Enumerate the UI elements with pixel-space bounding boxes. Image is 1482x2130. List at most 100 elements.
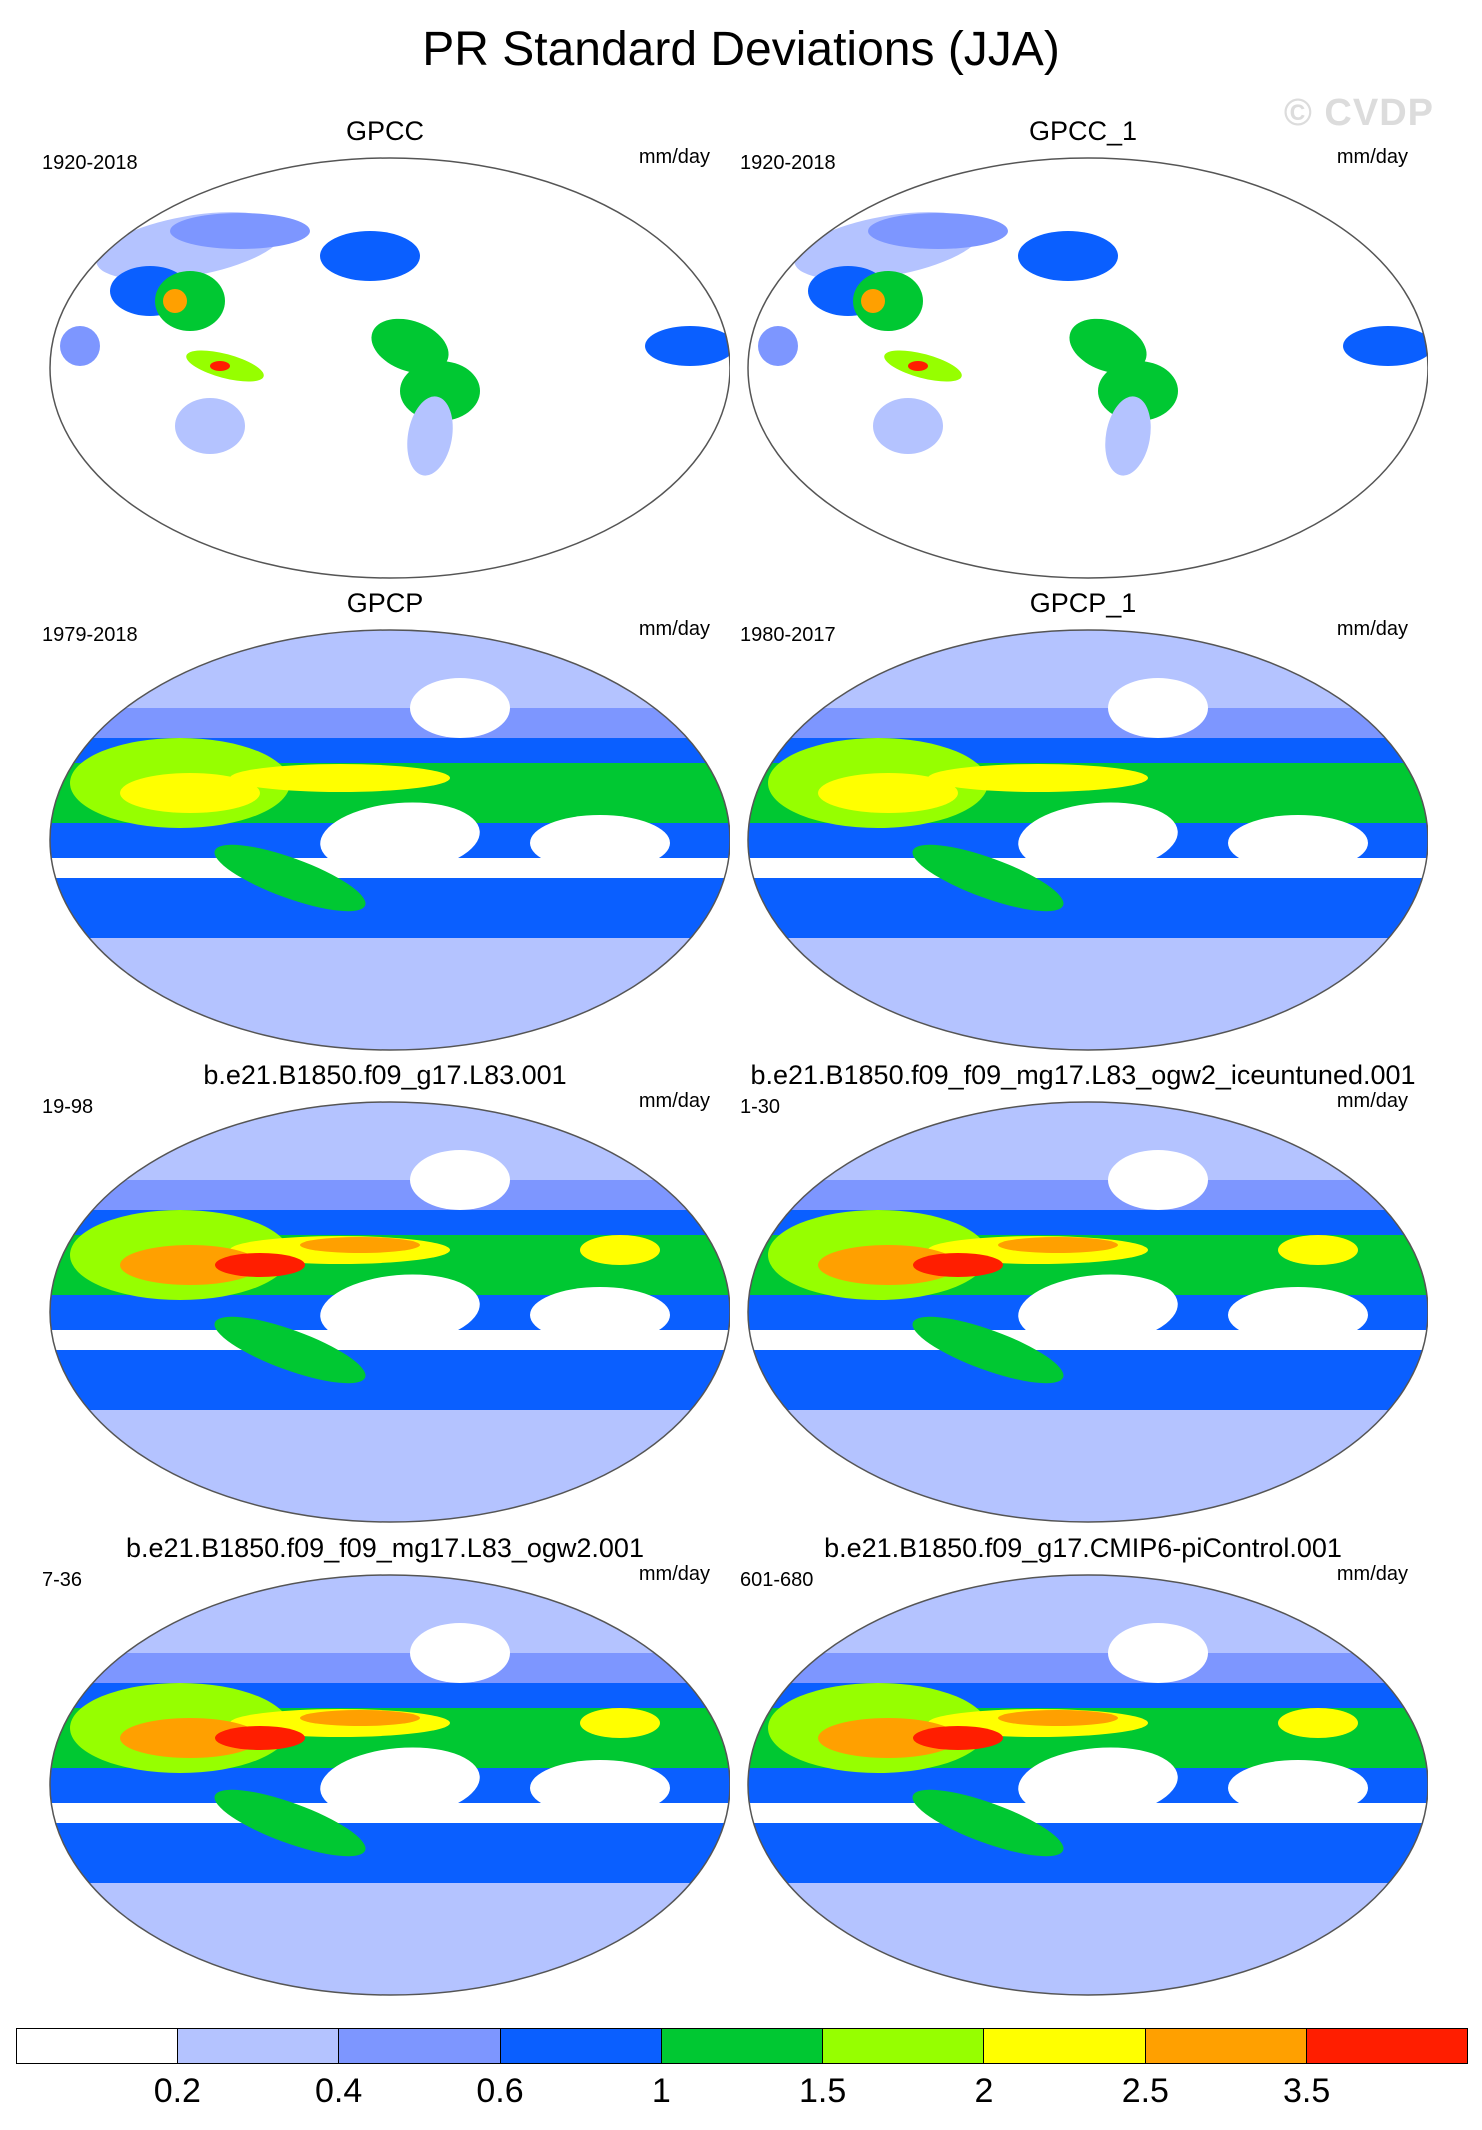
southern-storm-band	[50, 878, 730, 938]
southern-ocean-band	[748, 1883, 1428, 1995]
figure-title: PR Standard Deviations (JJA)	[422, 23, 1060, 76]
map-panel: b.e21.B1850.f09_f09_mg17.L83_ogw2.001 7-3…	[40, 1533, 730, 1998]
panel-units: mm/day	[638, 1090, 710, 1112]
panel-units: mm/day	[638, 618, 710, 640]
southern-storm-band	[50, 1350, 730, 1410]
western-pacific-max	[913, 1253, 1003, 1277]
colorbar-segment	[661, 2029, 824, 2063]
siberia-precip	[170, 213, 310, 249]
colorbar-segment	[1306, 2029, 1467, 2063]
map-panel: GPCP_1 1980-2017 mm/day	[738, 588, 1428, 1053]
map-outline	[747, 629, 1428, 1051]
siberia-precip	[868, 213, 1008, 249]
indonesia-core	[210, 361, 230, 371]
central-pacific-max	[998, 1710, 1118, 1726]
indonesia-core	[908, 361, 928, 371]
map-outline	[49, 1574, 730, 1996]
panel-units: mm/day	[1336, 1563, 1408, 1585]
se-asia-precip	[853, 271, 923, 331]
southeast-pacific-dry-zone	[1018, 1274, 1178, 1346]
asia-monsoon-core	[861, 289, 885, 313]
panel-units: mm/day	[638, 146, 710, 168]
south-atlantic-dry-zone	[530, 1287, 670, 1343]
spcz-band	[912, 1789, 1064, 1857]
south-atlantic-dry-zone	[1228, 1760, 1368, 1816]
maritime-continent-max	[120, 1245, 260, 1285]
panel-period: 1920-2018	[740, 152, 836, 174]
map-panel: b.e21.B1850.f09_g17.CMIP6-piControl.001 6…	[738, 1533, 1428, 1998]
atlantic-itcz	[1278, 1235, 1358, 1265]
map-panel: b.e21.B1850.f09_g17.L83.001 19-98 mm/day	[40, 1060, 730, 1525]
world-map	[747, 1101, 1428, 1523]
map-panel: b.e21.B1850.f09_f09_mg17.L83_ogw2_iceunt…	[738, 1060, 1428, 1525]
spcz-band	[912, 844, 1064, 912]
southern-storm-band	[748, 1823, 1428, 1883]
pacific-itcz	[928, 764, 1148, 792]
colorbar-segment	[823, 2029, 985, 2063]
southern-ocean-band	[50, 1410, 730, 1522]
map-outline	[747, 157, 1428, 579]
maritime-continent-max	[120, 773, 260, 813]
world-map	[49, 1101, 730, 1523]
western-pacific-max	[215, 1253, 305, 1277]
southeast-pacific-dry-zone	[320, 1274, 480, 1346]
spcz-band	[214, 844, 366, 912]
south-america-precip	[1105, 396, 1151, 476]
panel-period: 601-680	[740, 1569, 814, 1591]
central-pacific-max	[300, 1710, 420, 1726]
map-outline	[747, 1574, 1428, 1996]
spcz-band	[214, 1316, 366, 1384]
colorbar-segment	[178, 2029, 340, 2063]
colorbar-labels: 0.2 0.4 0.6 1 1.5 2 2.5 3.5	[16, 2072, 1468, 2122]
south-america-precip	[407, 396, 453, 476]
panel-units: mm/day	[638, 1563, 710, 1585]
spcz-band	[912, 1316, 1064, 1384]
pacific-itcz	[230, 764, 450, 792]
panel-period: 19-98	[42, 1096, 94, 1118]
western-pacific-max	[913, 1726, 1003, 1750]
southeast-pacific-dry-zone	[320, 802, 480, 874]
colorbar-label: 2	[974, 2072, 994, 2110]
north-america-dry-zone	[410, 678, 510, 738]
africa-precip	[645, 326, 730, 366]
southeast-pacific-dry-zone	[1018, 1747, 1178, 1819]
colorbar-segment	[1145, 2029, 1307, 2063]
panel-period: 1920-2018	[42, 152, 138, 174]
panel-title: b.e21.B1850.f09_g17.L83.001	[203, 1060, 567, 1090]
central-pacific-max	[998, 1237, 1118, 1253]
north-america-dry-zone	[1108, 1150, 1208, 1210]
australia-precip	[175, 398, 245, 454]
colorbar-label: 0.2	[153, 2072, 201, 2110]
panel-title: GPCP_1	[1029, 588, 1137, 618]
atlantic-itcz	[1278, 1708, 1358, 1738]
north-america-dry-zone	[410, 1623, 510, 1683]
panel-title: b.e21.B1850.f09_f09_mg17.L83_ogw2_iceunt…	[750, 1060, 1416, 1090]
australia-precip	[873, 398, 943, 454]
west-africa-precip	[60, 326, 100, 366]
map-outline	[49, 629, 730, 1051]
world-map	[49, 1574, 730, 1996]
colorbar-label: 2.5	[1121, 2072, 1169, 2110]
south-atlantic-dry-zone	[530, 1760, 670, 1816]
central-america-precip	[1069, 318, 1147, 374]
map-outline	[49, 157, 730, 579]
panel-period: 1979-2018	[42, 624, 138, 646]
maritime-continent-max	[120, 1718, 260, 1758]
colorbar-segment	[339, 2029, 501, 2063]
southern-storm-band	[748, 878, 1428, 938]
central-pacific-max	[300, 1237, 420, 1253]
southern-storm-band	[50, 1823, 730, 1883]
cvdp-watermark: © CVDP	[1283, 92, 1434, 134]
map-panel: GPCP 1979-2018 mm/day	[40, 588, 730, 1053]
map-outline	[747, 1101, 1428, 1523]
world-map	[747, 157, 1428, 579]
southern-ocean-band	[748, 1410, 1428, 1522]
colorbar-label: 0.4	[315, 2072, 363, 2110]
panel-title: GPCP	[346, 588, 424, 618]
spcz-band	[214, 1789, 366, 1857]
colorbar	[16, 2028, 1468, 2064]
southeast-pacific-dry-zone	[320, 1747, 480, 1819]
west-africa-precip	[758, 326, 798, 366]
southern-ocean-band	[50, 1883, 730, 1995]
panel-title: GPCC_1	[1028, 116, 1138, 146]
